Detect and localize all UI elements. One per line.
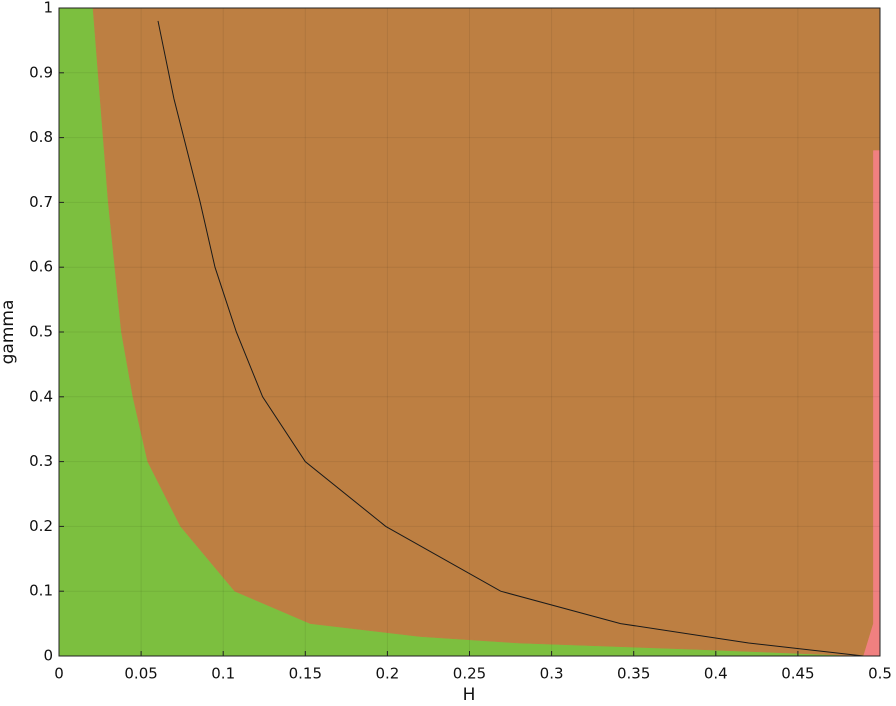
x-axis-label: H	[463, 685, 476, 705]
x-tick-label: 0.25	[453, 665, 486, 683]
y-tick-label: 0.6	[29, 258, 53, 276]
x-tick-label: 0.3	[540, 665, 564, 683]
y-tick-label: 0.9	[29, 63, 53, 81]
y-tick-label: 0.4	[29, 387, 53, 405]
x-tick-label: 0.4	[704, 665, 728, 683]
y-tick-label: 0.7	[29, 193, 53, 211]
y-tick-label: 1	[43, 0, 53, 17]
x-tick-label: 0.45	[781, 665, 814, 683]
y-tick-label: 0.1	[29, 582, 53, 600]
x-tick-label: 0.35	[617, 665, 650, 683]
x-tick-label: 0.1	[211, 665, 235, 683]
y-tick-label: 0	[43, 647, 53, 665]
y-tick-label: 0.3	[29, 452, 53, 470]
y-tick-label: 0.2	[29, 517, 53, 535]
curve	[157, 20, 864, 657]
y-tick-label: 0.8	[29, 128, 53, 146]
y-tick-label: 0.5	[29, 323, 53, 341]
x-tick-label: 0.05	[124, 665, 157, 683]
x-tick-label: 0	[54, 665, 64, 683]
x-tick-label: 0.2	[375, 665, 399, 683]
x-tick-label: 0.5	[868, 665, 892, 683]
y-axis-label: gamma	[0, 300, 18, 365]
x-tick-label: 0.15	[289, 665, 322, 683]
